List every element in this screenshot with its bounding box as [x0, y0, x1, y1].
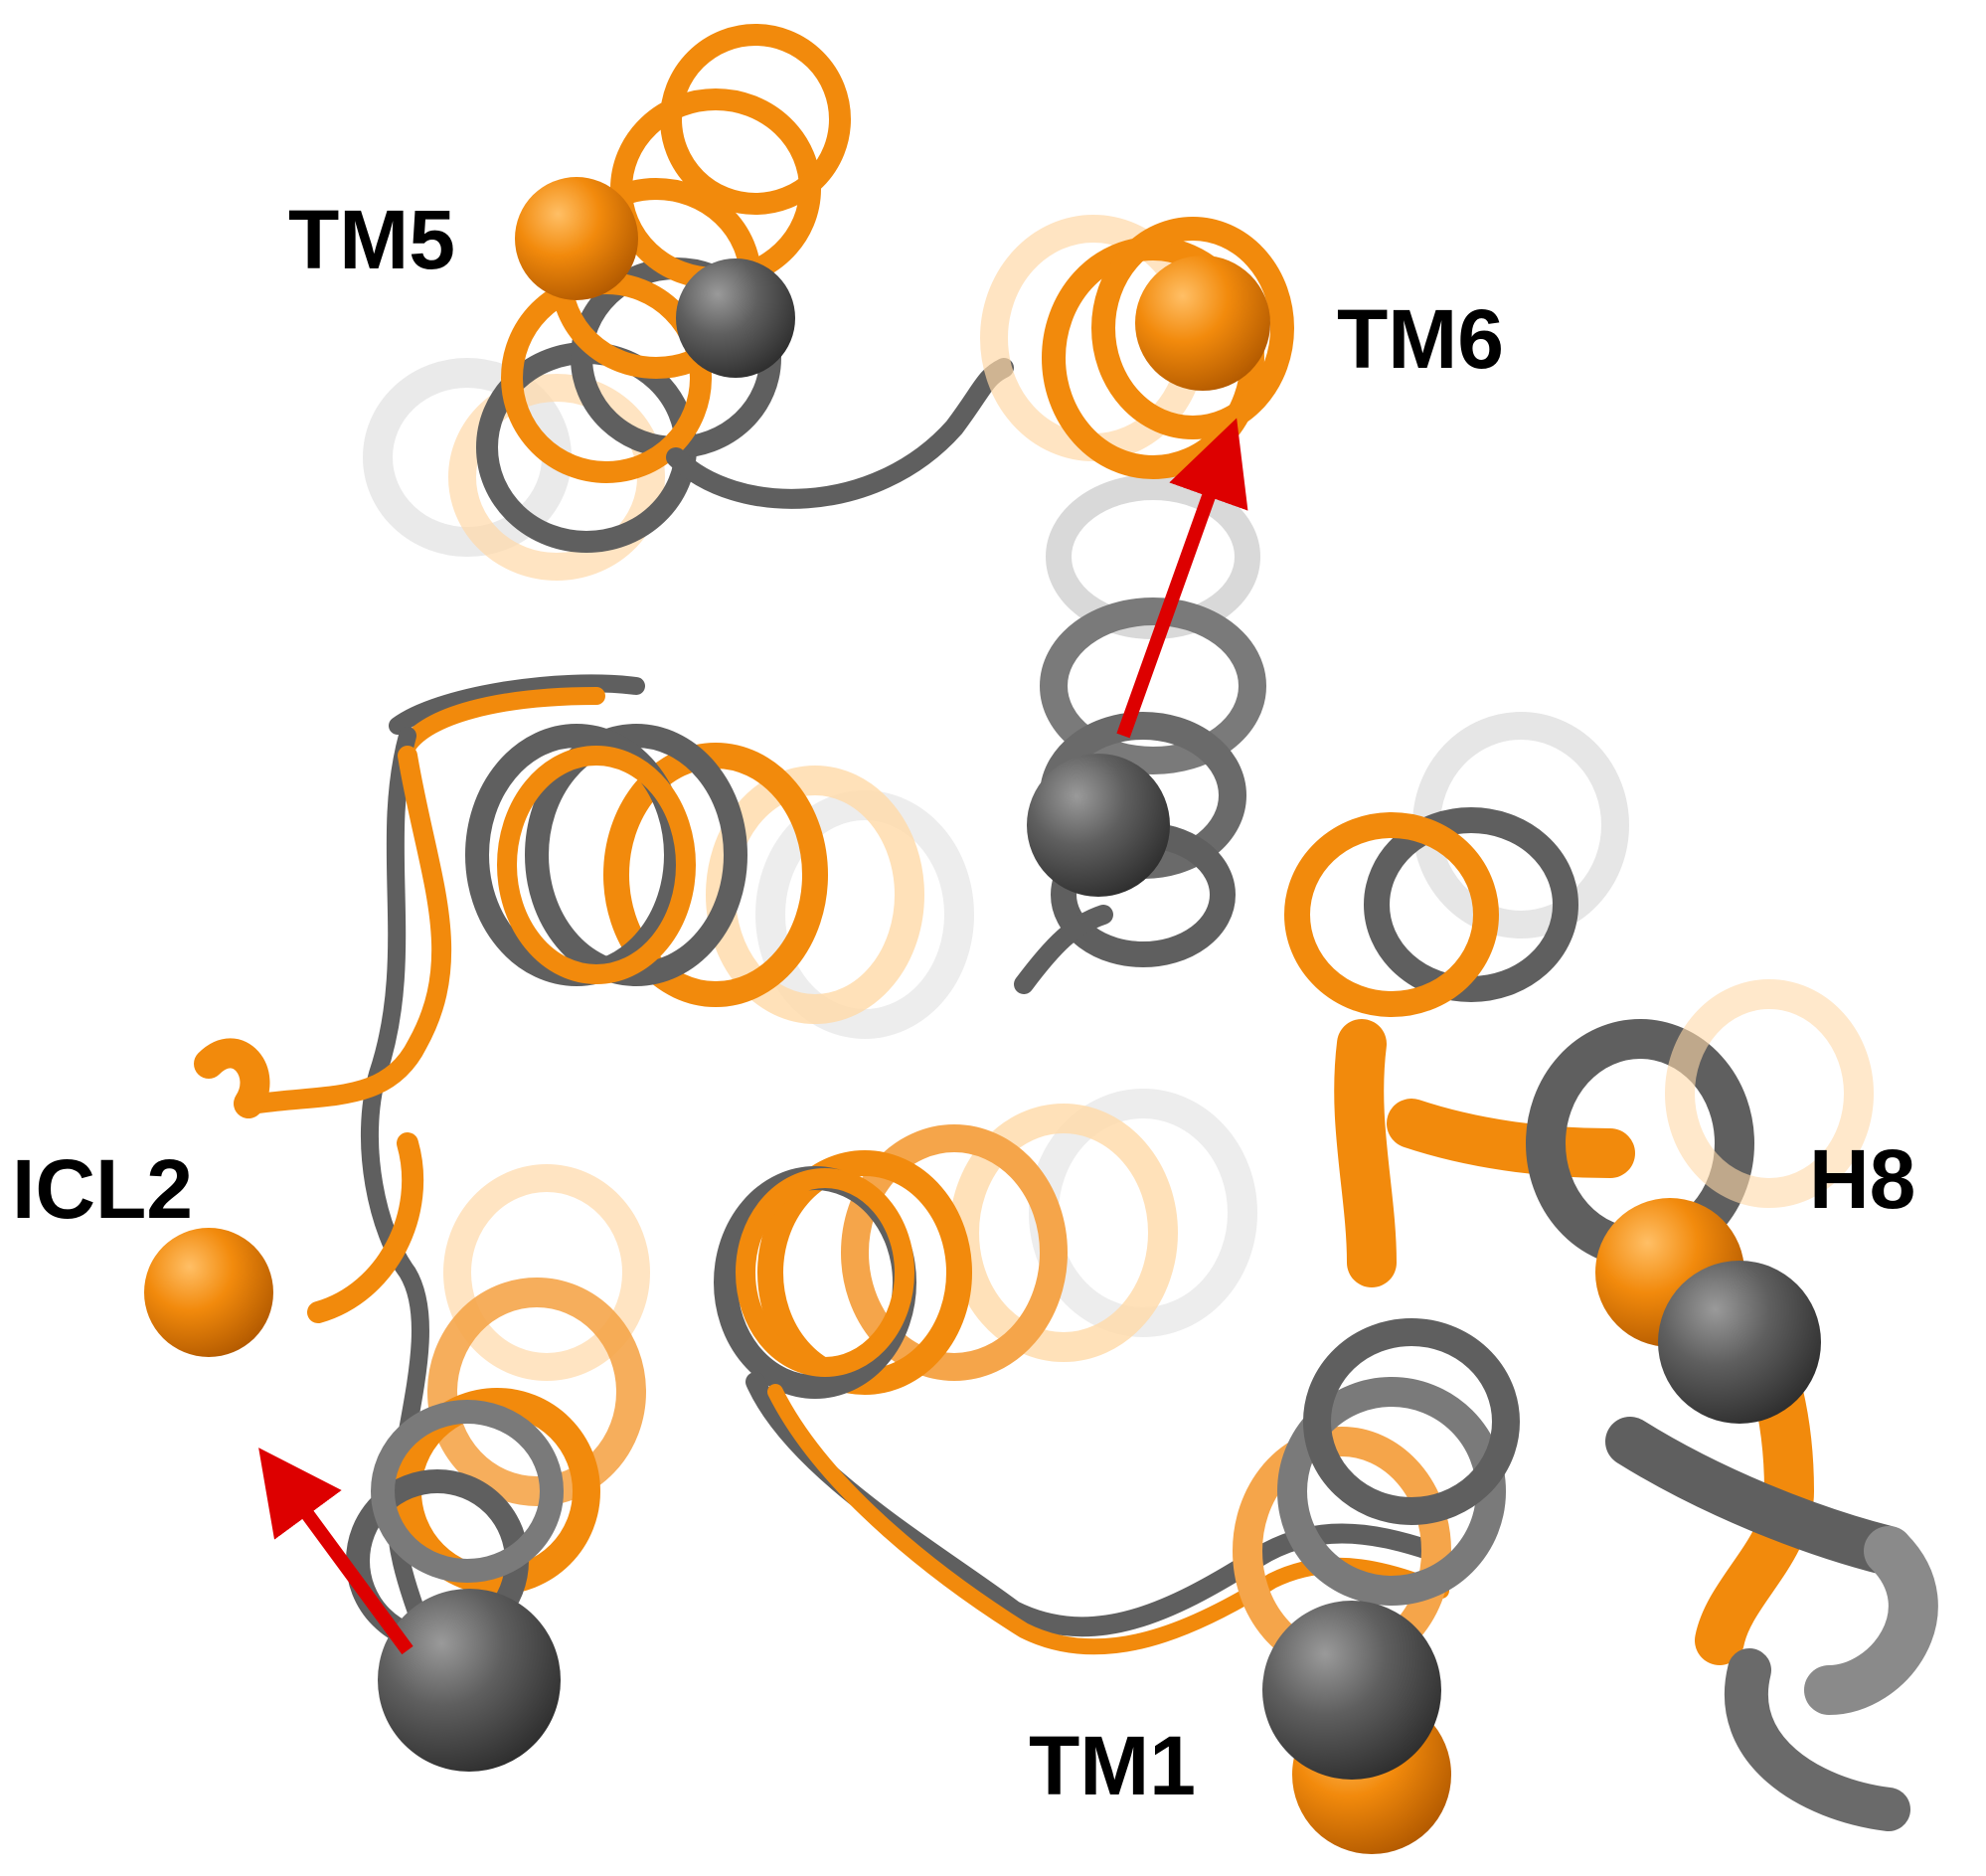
- tm1-grey-atom-sphere: [1262, 1601, 1441, 1780]
- label-tm5: TM5: [288, 193, 455, 286]
- h8-helix: [1284, 712, 1938, 1831]
- lower-left-helix: [346, 1164, 650, 1652]
- tm5-orange-atom-sphere: [515, 177, 638, 300]
- icl2-grey-atom-sphere: [378, 1589, 561, 1772]
- h8-grey-atom-sphere: [1658, 1261, 1821, 1424]
- central-helix: [465, 724, 974, 1039]
- label-tm6: TM6: [1337, 292, 1504, 386]
- label-h8: H8: [1809, 1132, 1915, 1226]
- tm6-movement-arrow: [1116, 418, 1248, 739]
- tm6-orange-atom-sphere: [1135, 256, 1270, 391]
- tm6-grey-atom-sphere: [1027, 754, 1170, 897]
- label-tm1: TM1: [1029, 1719, 1196, 1812]
- tm5-grey-atom-sphere: [676, 258, 795, 378]
- tm1-helix: [714, 1089, 1520, 1675]
- icl2-movement-arrow: [258, 1448, 414, 1655]
- icl2-orange-atom-sphere: [144, 1228, 273, 1357]
- label-icl2: ICL2: [12, 1142, 193, 1236]
